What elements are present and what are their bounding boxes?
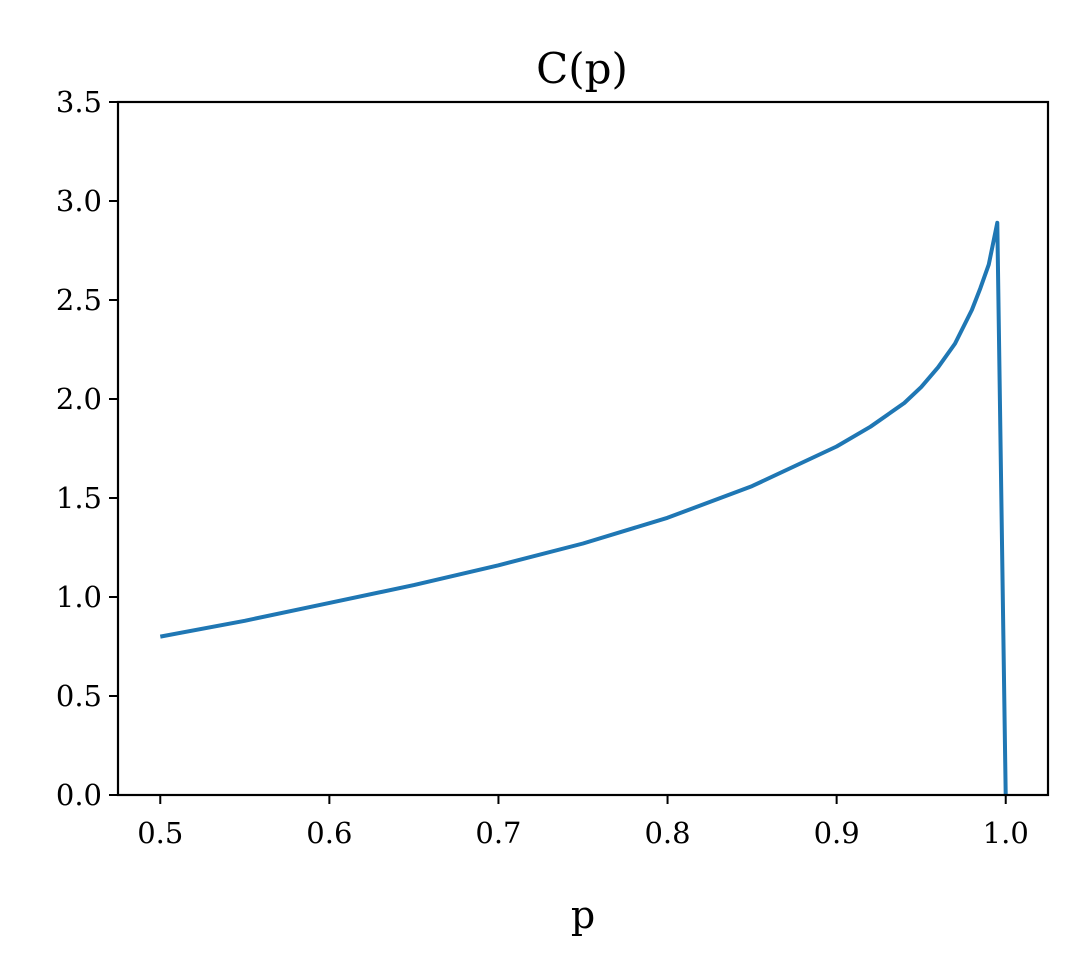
axes-frame <box>116 100 1050 797</box>
ticks-layer: 0.5 0.6 0.7 0.8 0.9 1.0 0.0 0.5 1.0 1.5 2.0 2.5 3.0 3… <box>56 85 1029 850</box>
y-tick-label: 2.5 <box>56 283 102 317</box>
y-tick-label: 3.0 <box>56 184 102 218</box>
chart-title: C(p) <box>536 44 628 93</box>
y-tick-label: 3.5 <box>56 85 102 119</box>
x-tick-label: 0.6 <box>306 816 352 850</box>
y-tick-label: 0.5 <box>56 679 102 713</box>
x-axis-title: p <box>571 893 595 937</box>
x-tick-label: 0.5 <box>137 816 183 850</box>
x-tick-label: 0.9 <box>814 816 860 850</box>
y-tick-label: 2.0 <box>56 382 102 416</box>
y-tick-label: 1.5 <box>56 481 102 515</box>
series-line-c-of-p <box>159 220 1008 796</box>
x-tick-label: 1.0 <box>983 816 1029 850</box>
series-layer <box>159 220 1008 796</box>
y-tick-label: 0.0 <box>56 778 102 812</box>
x-tick-label: 0.8 <box>644 816 690 850</box>
y-tick-label: 1.0 <box>56 580 102 614</box>
x-tick-label: 0.7 <box>475 816 521 850</box>
